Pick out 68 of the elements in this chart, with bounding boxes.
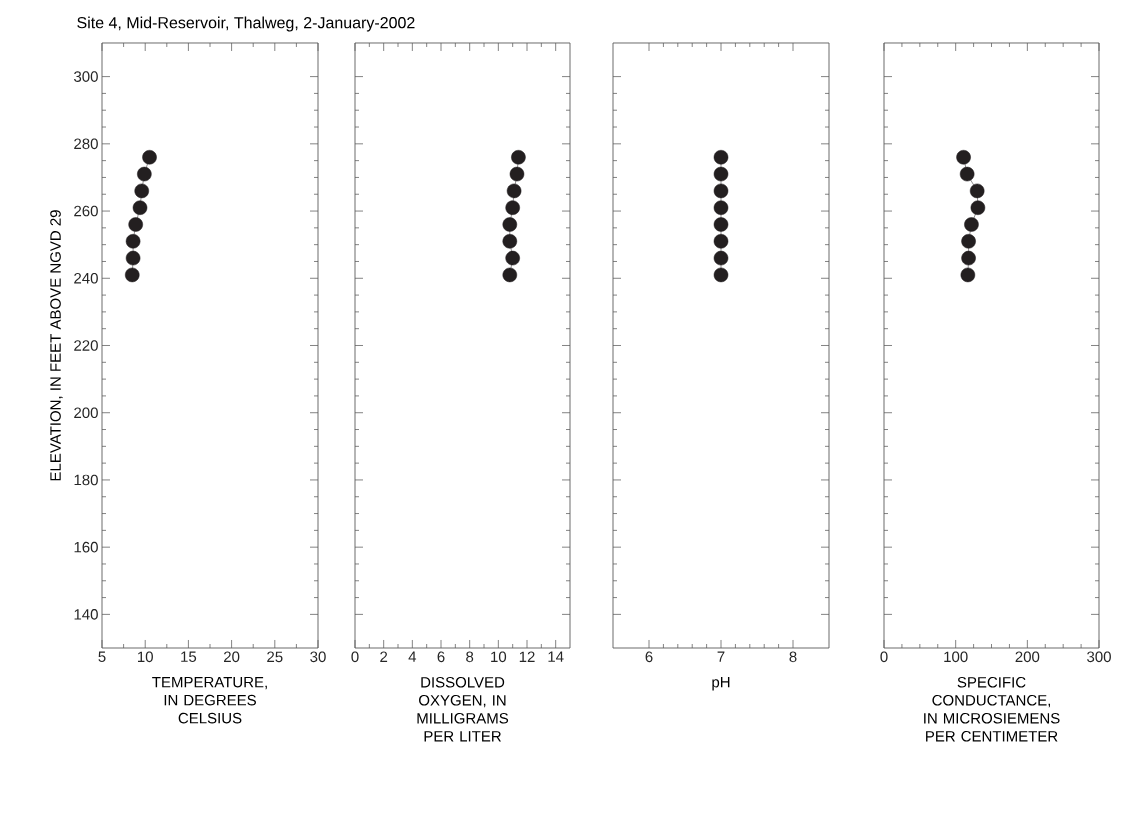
- point: [128, 217, 143, 232]
- point: [511, 150, 526, 165]
- point: [505, 250, 520, 266]
- y-tick-label: 300: [74, 71, 98, 82]
- point: [713, 150, 729, 165]
- point: [959, 166, 975, 182]
- x-tick-label: 8: [789, 651, 797, 663]
- x-tick-label: 8: [466, 651, 474, 663]
- point: [125, 250, 141, 266]
- y-tick-label: 140: [74, 609, 98, 620]
- point: [142, 150, 157, 165]
- point: [134, 183, 149, 199]
- y-tick-label: 160: [74, 541, 98, 553]
- point: [713, 183, 729, 199]
- x-tick-label: 5: [98, 651, 106, 662]
- point: [132, 200, 148, 215]
- y-tick-label: 180: [74, 474, 98, 486]
- x-tick-label: 20: [224, 651, 240, 663]
- x-tick-label: 6: [437, 651, 445, 663]
- point: [964, 217, 979, 232]
- point: [506, 183, 522, 199]
- point: [502, 217, 518, 232]
- y-tick-label: 220: [74, 340, 98, 351]
- x-tick-label: 30: [310, 651, 326, 663]
- x-tick-label: 7: [717, 651, 725, 662]
- x-tick-label: 100: [944, 651, 968, 663]
- x-axis-title: pH: [712, 676, 730, 691]
- point: [713, 267, 729, 283]
- point: [961, 234, 976, 249]
- point: [713, 217, 729, 232]
- point: [970, 200, 986, 215]
- x-tick-label: 15: [181, 651, 197, 662]
- y-tick-label: 260: [74, 205, 98, 217]
- x-axis-title: TEMPERATURE, IN DEGREES CELSIUS: [152, 676, 267, 724]
- point: [713, 234, 729, 249]
- point: [124, 267, 140, 283]
- point: [956, 150, 971, 165]
- point: [960, 267, 976, 283]
- x-axis-title: SPECIFIC CONDUCTANCE, IN MICROSIEMENS PER CENTIMETER: [924, 676, 1060, 742]
- point: [502, 234, 518, 249]
- x-tick-label: 300: [1087, 651, 1111, 663]
- x-tick-label: 0: [880, 651, 888, 663]
- point: [969, 183, 985, 199]
- x-tick-label: 12: [519, 651, 535, 662]
- x-tick-label: 0: [351, 651, 359, 663]
- x-tick-label: 200: [1015, 651, 1040, 663]
- y-tick-label: 200: [74, 407, 98, 419]
- y-axis-title: ELEVATION, IN FEET ABOVE NGVD 29: [50, 210, 63, 481]
- y-tick-label: 280: [74, 138, 98, 150]
- x-tick-label: 2: [380, 651, 388, 662]
- chart-title: Site 4, Mid-Reservoir, Thalweg, 2-January-2002: [77, 16, 415, 32]
- y-tick-label: 240: [74, 272, 98, 284]
- point: [509, 166, 525, 182]
- x-tick-label: 6: [645, 651, 653, 663]
- point: [137, 166, 152, 182]
- point: [961, 250, 976, 266]
- point: [713, 200, 729, 215]
- x-tick-label: 10: [138, 651, 153, 663]
- x-axis-title: DISSOLVED OXYGEN, IN MILLIGRAMS PER LITER: [417, 676, 509, 742]
- x-tick-label: 10: [491, 651, 507, 663]
- x-tick-label: 4: [408, 651, 417, 662]
- x-tick-label: 25: [267, 651, 283, 663]
- point: [713, 166, 729, 182]
- point: [125, 234, 141, 249]
- x-tick-label: 14: [548, 651, 564, 662]
- point: [505, 200, 520, 215]
- point: [502, 267, 518, 283]
- point: [713, 250, 729, 266]
